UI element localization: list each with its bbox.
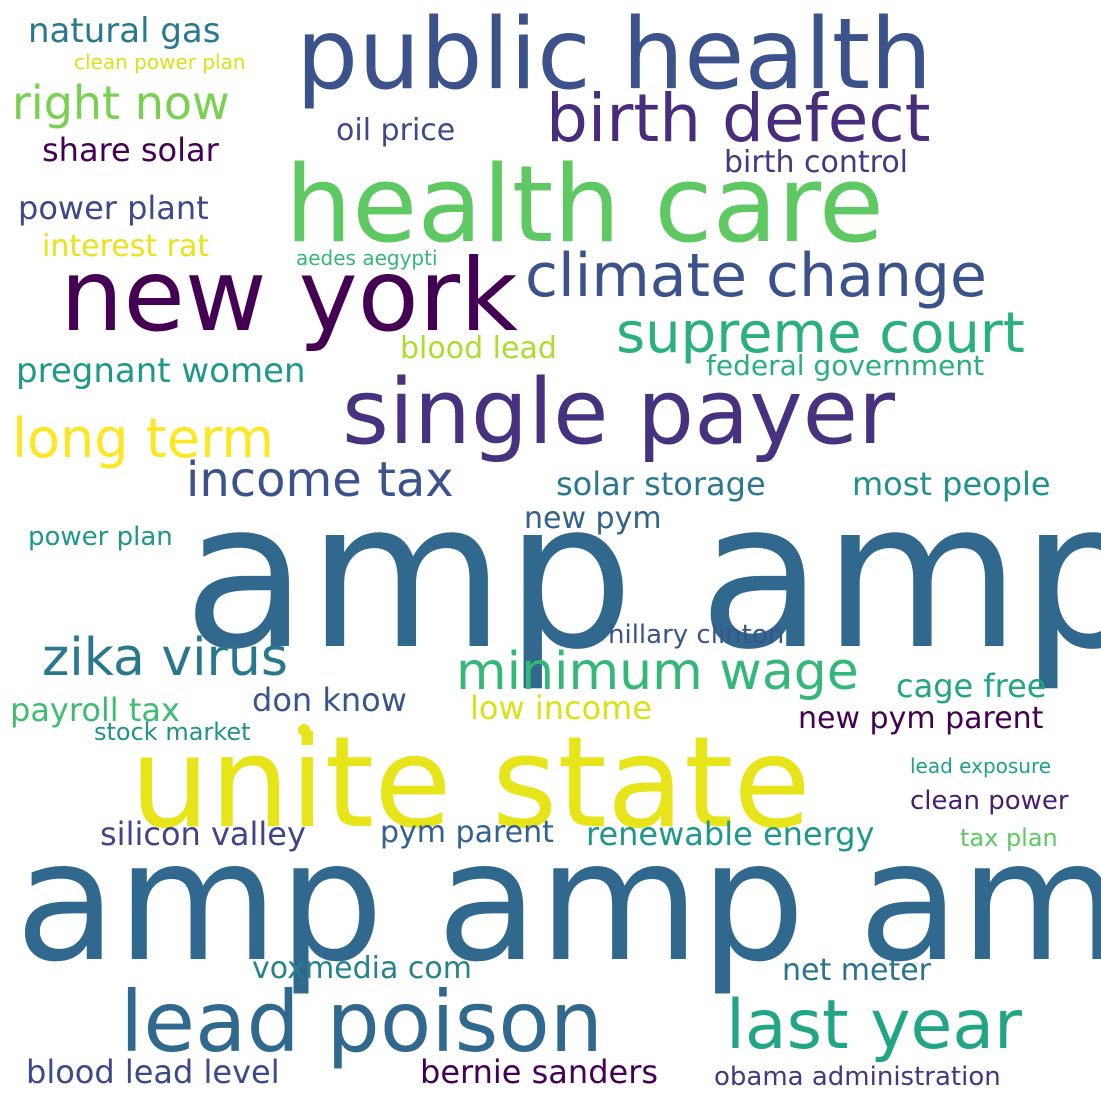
word-long-term: long term (12, 407, 274, 470)
word-unite-state: unite state (130, 709, 811, 856)
word-public-health: public health (296, 0, 933, 112)
word-income-tax: income tax (186, 452, 454, 508)
word-natural-gas: natural gas (28, 11, 221, 51)
word-single-payer: single payer (342, 360, 895, 465)
word-low-income: low income (470, 689, 653, 727)
word-minimum-wage: minimum wage (456, 642, 859, 702)
word-health-care: health care (285, 143, 884, 266)
word-right-now: right now (12, 76, 230, 130)
word-birth-control: birth control (724, 145, 909, 180)
word-stock-market: stock market (94, 718, 251, 746)
word-interest-rat: interest rat (42, 229, 210, 264)
word-tax-plan: tax plan (960, 824, 1058, 852)
word-birth-defect: birth defect (546, 80, 931, 157)
word-last-year: last year (726, 986, 1022, 1065)
word-hillary-clinton: hillary clinton (608, 620, 785, 650)
word-new-pym: new pym (524, 501, 662, 536)
word-bernie-sanders: bernie sanders (420, 1053, 659, 1091)
word-clean-power: clean power (910, 786, 1069, 816)
yellow-dot (298, 724, 310, 736)
word-share-solar: share solar (42, 131, 219, 169)
word-blood-lead-level: blood lead level (26, 1053, 280, 1091)
word-new-york: new york (60, 237, 518, 354)
word-amp-amp: amp amp (183, 458, 1101, 694)
word-amp-amp-amp: amp amp amp (15, 806, 1101, 999)
word-pregnant-women: pregnant women (16, 351, 306, 391)
word-power-plan: power plan (28, 522, 173, 552)
word-most-people: most people (852, 465, 1051, 503)
word-renewable-energy: renewable energy (586, 815, 875, 853)
word-federal-government: federal government (706, 349, 985, 382)
word-voxmedia-com: voxmedia com (252, 951, 472, 986)
word-clean-power-plan: clean power plan (74, 50, 246, 74)
word-aedes-aegypti: aedes aegypti (296, 246, 438, 270)
word-don-know: don know (252, 681, 407, 719)
word-climate-change: climate change (525, 241, 987, 311)
word-net-meter: net meter (782, 953, 932, 988)
word-pym-parent: pym parent (380, 815, 554, 850)
word-zika-virus: zika virus (42, 628, 288, 688)
word-cage-free: cage free (896, 667, 1047, 705)
word-new-pym-parent: new pym parent (798, 701, 1044, 736)
word-solar-storage: solar storage (556, 465, 766, 503)
word-power-plant: power plant (18, 189, 209, 227)
word-oil-price: oil price (336, 113, 456, 148)
word-blood-lead: blood lead (400, 331, 557, 366)
word-lead-exposure: lead exposure (910, 754, 1052, 778)
word-payroll-tax: payroll tax (10, 691, 180, 729)
word-silicon-valley: silicon valley (100, 815, 306, 853)
word-supreme-court: supreme court (616, 301, 1025, 366)
word-lead-poison: lead poison (120, 973, 603, 1071)
word-obama-administration: obama administration (714, 1062, 1001, 1092)
